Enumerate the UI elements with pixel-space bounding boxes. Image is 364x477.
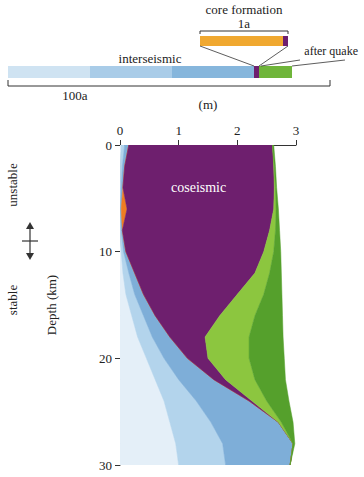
svg-text:1: 1 (175, 123, 182, 138)
svg-text:1a: 1a (238, 16, 251, 31)
svg-text:core formation: core formation (206, 2, 283, 17)
svg-text:0: 0 (106, 138, 113, 153)
svg-text:2: 2 (234, 123, 241, 138)
svg-text:after quake: after quake (304, 44, 358, 58)
svg-text:30: 30 (99, 458, 112, 473)
svg-text:Depth (km): Depth (km) (44, 275, 59, 335)
svg-text:interseismic: interseismic (119, 51, 182, 66)
svg-text:(m): (m) (199, 97, 218, 112)
svg-text:100a: 100a (62, 88, 88, 103)
svg-text:stable: stable (5, 285, 20, 316)
svg-text:3: 3 (293, 123, 300, 138)
svg-text:unstable: unstable (5, 163, 20, 207)
svg-text:0: 0 (117, 123, 124, 138)
svg-text:10: 10 (99, 244, 112, 259)
svg-text:20: 20 (99, 351, 112, 366)
svg-text:coseismic: coseismic (171, 180, 226, 195)
